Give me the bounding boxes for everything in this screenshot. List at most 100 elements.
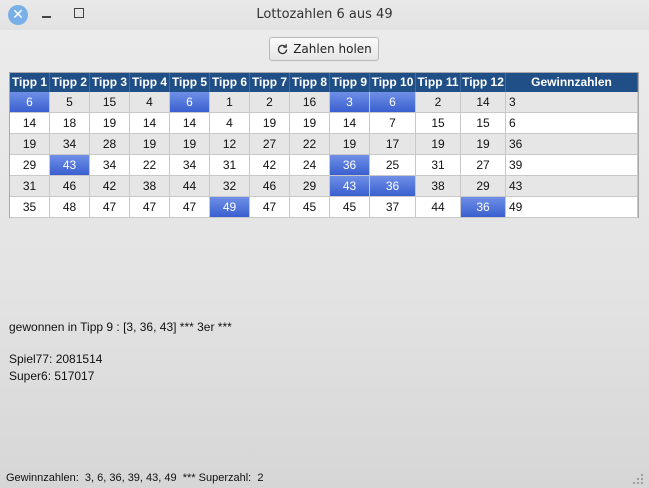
column-header[interactable]: Tipp 7 xyxy=(250,73,290,92)
column-header[interactable]: Tipp 5 xyxy=(170,73,210,92)
tip-number-cell[interactable]: 6 xyxy=(170,92,210,113)
tip-number-cell[interactable]: 6 xyxy=(370,92,416,113)
column-header[interactable]: Gewinnzahlen xyxy=(506,73,638,92)
tip-number-cell[interactable]: 42 xyxy=(90,176,130,197)
tip-number-cell[interactable]: 42 xyxy=(250,155,290,176)
column-header[interactable]: Tipp 9 xyxy=(330,73,370,92)
winning-number-cell[interactable]: 39 xyxy=(506,155,638,176)
tip-number-cell[interactable]: 14 xyxy=(170,113,210,134)
tip-number-cell[interactable]: 45 xyxy=(330,197,370,218)
tip-number-cell[interactable]: 44 xyxy=(416,197,461,218)
tip-number-cell[interactable]: 6 xyxy=(10,92,50,113)
column-header[interactable]: Tipp 10 xyxy=(370,73,416,92)
tip-number-cell[interactable]: 27 xyxy=(461,155,506,176)
column-header[interactable]: Tipp 4 xyxy=(130,73,170,92)
tip-number-cell[interactable]: 38 xyxy=(130,176,170,197)
tip-number-cell[interactable]: 14 xyxy=(330,113,370,134)
tip-number-cell[interactable]: 19 xyxy=(290,113,330,134)
column-header[interactable]: Tipp 8 xyxy=(290,73,330,92)
tip-number-cell[interactable]: 48 xyxy=(50,197,90,218)
tip-number-cell[interactable]: 4 xyxy=(210,113,250,134)
tip-number-cell[interactable]: 46 xyxy=(250,176,290,197)
tip-number-cell[interactable]: 35 xyxy=(10,197,50,218)
tip-number-cell[interactable]: 14 xyxy=(461,92,506,113)
tip-number-cell[interactable]: 25 xyxy=(370,155,416,176)
tip-number-cell[interactable]: 19 xyxy=(416,134,461,155)
close-icon[interactable]: ✕ xyxy=(8,5,28,25)
tip-number-cell[interactable]: 19 xyxy=(330,134,370,155)
tip-number-cell[interactable]: 7 xyxy=(370,113,416,134)
tip-number-cell[interactable]: 36 xyxy=(330,155,370,176)
tip-number-cell[interactable]: 24 xyxy=(290,155,330,176)
tip-number-cell[interactable]: 3 xyxy=(330,92,370,113)
tip-number-cell[interactable]: 27 xyxy=(250,134,290,155)
tip-number-cell[interactable]: 43 xyxy=(50,155,90,176)
tip-number-cell[interactable]: 12 xyxy=(210,134,250,155)
tip-number-cell[interactable]: 29 xyxy=(461,176,506,197)
winning-number-cell[interactable]: 43 xyxy=(506,176,638,197)
resize-grip-icon[interactable] xyxy=(631,472,645,486)
tip-number-cell[interactable]: 31 xyxy=(10,176,50,197)
column-header[interactable]: Tipp 3 xyxy=(90,73,130,92)
tip-number-cell[interactable]: 5 xyxy=(50,92,90,113)
tip-number-cell[interactable]: 28 xyxy=(90,134,130,155)
tip-number-cell[interactable]: 38 xyxy=(416,176,461,197)
super6-result: Super6: 517017 xyxy=(9,369,95,383)
tip-number-cell[interactable]: 29 xyxy=(290,176,330,197)
tip-number-cell[interactable]: 14 xyxy=(10,113,50,134)
winning-number-cell[interactable]: 6 xyxy=(506,113,638,134)
lotto-table[interactable]: Tipp 1 Tipp 2 Tipp 3 Tipp 4 Tipp 5 Tipp 6 Tipp… xyxy=(9,72,639,218)
tip-number-cell[interactable]: 37 xyxy=(370,197,416,218)
tip-number-cell[interactable]: 43 xyxy=(330,176,370,197)
tip-number-cell[interactable]: 47 xyxy=(130,197,170,218)
minimize-icon[interactable] xyxy=(41,8,53,20)
column-header[interactable]: Tipp 12 xyxy=(461,73,506,92)
winning-number-cell[interactable]: 49 xyxy=(506,197,638,218)
win-message: gewonnen in Tipp 9 : [3, 36, 43] *** 3er… xyxy=(9,320,232,334)
tip-number-cell[interactable]: 2 xyxy=(250,92,290,113)
tip-number-cell[interactable]: 22 xyxy=(130,155,170,176)
tip-number-cell[interactable]: 31 xyxy=(210,155,250,176)
tip-number-cell[interactable]: 4 xyxy=(130,92,170,113)
spiel77-result: Spiel77: 2081514 xyxy=(9,352,103,366)
tip-number-cell[interactable]: 19 xyxy=(10,134,50,155)
column-header[interactable]: Tipp 2 xyxy=(50,73,90,92)
tip-number-cell[interactable]: 15 xyxy=(90,92,130,113)
maximize-icon[interactable] xyxy=(74,8,84,18)
tip-number-cell[interactable]: 1 xyxy=(210,92,250,113)
tip-number-cell[interactable]: 34 xyxy=(170,155,210,176)
column-header[interactable]: Tipp 11 xyxy=(416,73,461,92)
tip-number-cell[interactable]: 36 xyxy=(461,197,506,218)
tip-number-cell[interactable]: 47 xyxy=(90,197,130,218)
tip-number-cell[interactable]: 15 xyxy=(461,113,506,134)
tip-number-cell[interactable]: 19 xyxy=(461,134,506,155)
tip-number-cell[interactable]: 14 xyxy=(130,113,170,134)
tip-number-cell[interactable]: 49 xyxy=(210,197,250,218)
tip-number-cell[interactable]: 44 xyxy=(170,176,210,197)
tip-number-cell[interactable]: 31 xyxy=(416,155,461,176)
column-header[interactable]: Tipp 6 xyxy=(210,73,250,92)
tip-number-cell[interactable]: 47 xyxy=(250,197,290,218)
tip-number-cell[interactable]: 19 xyxy=(250,113,290,134)
tip-number-cell[interactable]: 16 xyxy=(290,92,330,113)
winning-number-cell[interactable]: 36 xyxy=(506,134,638,155)
tip-number-cell[interactable]: 19 xyxy=(130,134,170,155)
tip-number-cell[interactable]: 46 xyxy=(50,176,90,197)
tip-number-cell[interactable]: 45 xyxy=(290,197,330,218)
fetch-numbers-button[interactable]: Zahlen holen xyxy=(269,37,379,61)
tip-number-cell[interactable]: 36 xyxy=(370,176,416,197)
winning-number-cell[interactable]: 3 xyxy=(506,92,638,113)
tip-number-cell[interactable]: 34 xyxy=(90,155,130,176)
tip-number-cell[interactable]: 2 xyxy=(416,92,461,113)
column-header[interactable]: Tipp 1 xyxy=(10,73,50,92)
tip-number-cell[interactable]: 22 xyxy=(290,134,330,155)
tip-number-cell[interactable]: 47 xyxy=(170,197,210,218)
tip-number-cell[interactable]: 19 xyxy=(90,113,130,134)
tip-number-cell[interactable]: 32 xyxy=(210,176,250,197)
tip-number-cell[interactable]: 34 xyxy=(50,134,90,155)
tip-number-cell[interactable]: 15 xyxy=(416,113,461,134)
tip-number-cell[interactable]: 29 xyxy=(10,155,50,176)
tip-number-cell[interactable]: 17 xyxy=(370,134,416,155)
tip-number-cell[interactable]: 18 xyxy=(50,113,90,134)
tip-number-cell[interactable]: 19 xyxy=(170,134,210,155)
